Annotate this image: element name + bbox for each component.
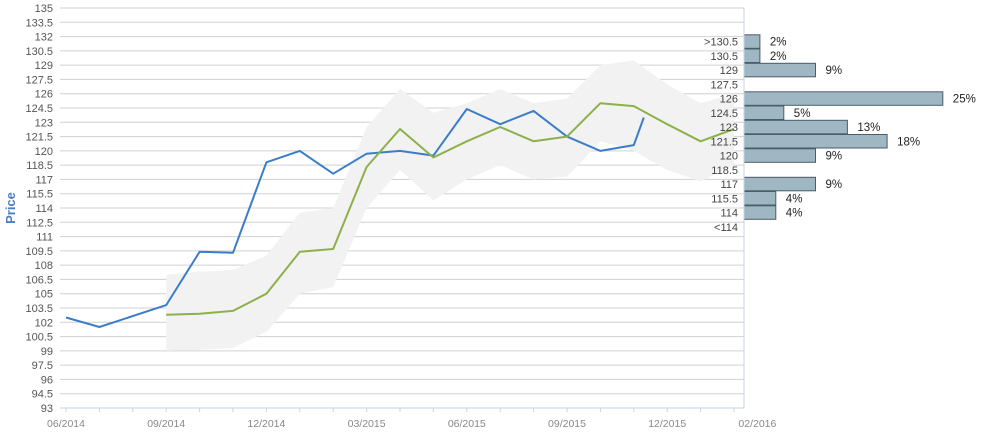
histogram-bin-label: 118.5 <box>711 165 738 177</box>
histogram-bin-label: 117 <box>720 179 738 191</box>
series-lines <box>65 102 735 328</box>
y-axis-label: Price <box>3 192 18 224</box>
histogram-bin-label: 127.5 <box>710 79 738 91</box>
histogram-bar <box>743 91 944 106</box>
histogram-bar <box>743 48 761 63</box>
series-line-green <box>166 102 735 316</box>
y-tick-label: 114 <box>35 203 53 215</box>
histogram-bin-label: 126 <box>720 94 738 106</box>
y-tick-label: 102 <box>35 317 53 329</box>
y-axis-ticks: 93 94.5 96 97.5 99 100.5 102 103.5 105 106.5 108 10… <box>25 3 53 415</box>
x-tick-label: 12/2014 <box>247 418 285 430</box>
histogram-percent: 13% <box>857 122 880 134</box>
histogram-bin-label: 121.5 <box>710 136 738 148</box>
y-tick-label: 115.5 <box>26 189 53 201</box>
histogram-bar <box>743 176 816 192</box>
y-tick-label: 133.5 <box>25 17 53 29</box>
y-tick-label: 132 <box>35 32 53 44</box>
histogram-percent: 5% <box>794 108 811 120</box>
histogram-percent: 25% <box>953 94 976 106</box>
y-tick-label: 93 <box>41 403 53 415</box>
y-tick-label: 103.5 <box>25 303 53 315</box>
y-tick-label: 100.5 <box>25 332 53 344</box>
histogram-percent: 9% <box>826 179 843 191</box>
histogram-bin-label: 114 <box>720 208 738 220</box>
y-tick-label: 121.5 <box>25 132 53 144</box>
y-tick-label: 106.5 <box>25 274 53 286</box>
y-tick-label: 118.5 <box>26 160 53 172</box>
y-tick-label: 111 <box>36 232 53 244</box>
series-line-blue <box>65 108 645 328</box>
y-tick-label: 105 <box>35 289 53 301</box>
y-tick-label: 94.5 <box>32 389 53 401</box>
histogram-bin-label: 124.5 <box>710 108 738 120</box>
y-tick-label: 99 <box>41 346 53 358</box>
y-tick-label: 109.5 <box>25 246 53 258</box>
histogram-bar <box>743 191 777 206</box>
x-tick-label: 09/2014 <box>147 418 185 430</box>
y-tick-label: 130.5 <box>25 46 53 58</box>
histogram-bar <box>743 205 777 220</box>
histogram-percent: 4% <box>786 208 803 220</box>
histogram-bin-label: 130.5 <box>710 51 738 63</box>
histogram-percent: 18% <box>897 136 920 148</box>
histogram-percent: 4% <box>786 193 803 205</box>
histogram-percent: 2% <box>770 51 787 63</box>
confidence-band <box>166 60 734 351</box>
y-tick-label: 129 <box>35 60 53 72</box>
histogram-bar <box>743 148 816 163</box>
histogram-percent: 9% <box>826 151 843 163</box>
histogram-bar <box>743 62 816 78</box>
y-tick-label: 96 <box>41 374 53 386</box>
y-tick-label: 126 <box>35 89 53 101</box>
histogram-bar <box>743 105 785 120</box>
y-tick-label: 117 <box>35 174 53 186</box>
y-tick-label: 120 <box>35 146 53 158</box>
y-tick-label: 123 <box>35 117 53 129</box>
x-tick-label: 06/2014 <box>47 418 85 430</box>
histogram-bin-label: 123 <box>720 122 738 134</box>
x-tick-label: 09/2015 <box>548 418 586 430</box>
y-tick-label: 112.5 <box>26 217 53 229</box>
histogram-percent: 2% <box>770 37 787 49</box>
x-tick-label: 03/2015 <box>348 418 386 430</box>
x-tick-label: 02/2016 <box>738 418 776 430</box>
y-tick-label: 124.5 <box>25 103 53 115</box>
y-tick-label: 108 <box>35 260 53 272</box>
x-tick-label: 06/2015 <box>448 418 486 430</box>
histogram-bar <box>743 34 761 49</box>
histogram-bin-label: 129 <box>720 65 738 77</box>
histogram-percent: 9% <box>826 65 843 77</box>
histogram-bin-label: 115.5 <box>711 193 738 205</box>
histogram-bin-label: 120 <box>720 151 738 163</box>
histogram-bin-label: <114 <box>714 222 738 234</box>
x-axis-ticks: 06/2014 09/2014 12/2014 03/2015 06/2015 09/20… <box>47 408 777 430</box>
x-tick-label: 12/2015 <box>648 418 686 430</box>
y-tick-label: 135 <box>35 3 53 15</box>
histogram: >130.5 2% 130.5 2% 129 9% 127.5 126 25% 124.5 5% 12… <box>704 34 976 234</box>
histogram-bar <box>743 134 888 149</box>
histogram-bar <box>743 119 848 135</box>
histogram-bin-label: >130.5 <box>704 37 738 49</box>
y-tick-label: 97.5 <box>32 360 53 372</box>
forecast-band <box>166 60 734 351</box>
y-tick-label: 127.5 <box>25 74 53 86</box>
